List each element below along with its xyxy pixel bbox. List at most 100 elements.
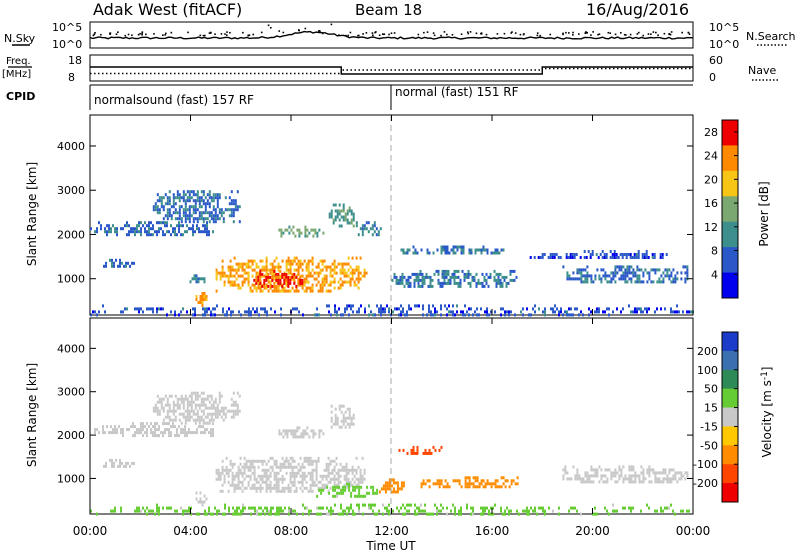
- echo-cell: [334, 416, 337, 420]
- echo-cell: [249, 477, 252, 481]
- echo-cell: [266, 506, 268, 510]
- echo-cell: [469, 284, 472, 288]
- echo-cell: [580, 310, 582, 314]
- colorbar-swatch: [722, 221, 738, 248]
- echo-cell: [526, 512, 528, 516]
- echo-cell: [426, 512, 428, 516]
- echo-cell: [632, 268, 635, 272]
- echo-cell: [311, 262, 314, 266]
- echo-cell: [284, 228, 287, 232]
- nave-right-tick-top: 60: [709, 54, 723, 67]
- echo-cell: [229, 283, 232, 287]
- echo-cell: [342, 419, 345, 423]
- echo-cell: [154, 403, 157, 407]
- echo-cell: [184, 421, 187, 425]
- echo-cell: [122, 431, 124, 435]
- echo-cell: [604, 506, 606, 510]
- echo-cell: [162, 406, 165, 410]
- echo-cell: [582, 280, 585, 284]
- echo-cell: [590, 480, 593, 484]
- echo-cell: [293, 471, 296, 475]
- echo-cell: [330, 509, 332, 513]
- echo-cell: [196, 415, 199, 419]
- echo-cell: [327, 289, 330, 293]
- echo-cell: [233, 483, 236, 487]
- echo-cell: [496, 248, 499, 252]
- echo-cell: [98, 310, 100, 314]
- echo-cell: [630, 474, 633, 478]
- echo-cell: [505, 275, 508, 279]
- echo-cell: [301, 477, 304, 481]
- echo-cell: [552, 307, 554, 311]
- echo-cell: [309, 486, 312, 490]
- noise-point: [440, 34, 442, 37]
- echo-cell: [455, 275, 458, 279]
- echo-cell: [616, 471, 619, 475]
- echo-cell: [134, 431, 136, 435]
- echo-cell: [361, 456, 364, 460]
- echo-cell: [186, 409, 189, 413]
- echo-cell: [255, 286, 258, 290]
- echo-cell: [346, 212, 349, 216]
- echo-cell: [386, 509, 388, 513]
- echo-cell: [344, 488, 347, 492]
- echo-cell: [218, 211, 221, 215]
- echo-cell: [672, 474, 675, 478]
- echo-cell: [408, 304, 410, 308]
- echo-cell: [122, 428, 124, 432]
- echo-cell: [500, 506, 502, 510]
- echo-cell: [382, 487, 385, 491]
- echo-cell: [348, 313, 350, 317]
- echo-cell: [228, 409, 231, 413]
- echo-cell: [200, 205, 203, 209]
- echo-cell: [413, 284, 416, 288]
- echo-cell: [241, 474, 244, 478]
- echo-cell: [269, 275, 272, 279]
- echo-cell: [597, 256, 600, 259]
- echo-cell: [298, 234, 301, 238]
- echo-cell: [480, 307, 482, 311]
- y-tick-label: 1000: [57, 273, 85, 286]
- echo-cell: [237, 477, 240, 481]
- echo-cell: [316, 231, 319, 235]
- echo-cell: [309, 456, 312, 460]
- echo-cell: [650, 280, 653, 284]
- echo-cell: [334, 407, 337, 411]
- echo-cell: [374, 313, 376, 317]
- power-echo-cells: [90, 190, 694, 317]
- echo-cell: [297, 272, 300, 276]
- echo-cell: [463, 272, 466, 276]
- echo-cell: [212, 307, 214, 311]
- noise-point: [393, 32, 396, 34]
- echo-cell: [170, 431, 172, 435]
- noise-point: [248, 34, 251, 36]
- echo-cell: [188, 509, 190, 513]
- echo-cell: [277, 283, 280, 287]
- echo-cell: [172, 412, 175, 416]
- echo-cell: [303, 259, 306, 263]
- echo-cell: [320, 506, 322, 510]
- echo-cell: [473, 278, 476, 282]
- echo-cell: [300, 432, 303, 436]
- echo-cell: [486, 479, 489, 483]
- echo-cell: [218, 193, 221, 197]
- echo-cell: [341, 265, 344, 269]
- echo-cell: [357, 477, 360, 481]
- echo-cell: [277, 489, 280, 493]
- echo-cell: [208, 205, 211, 209]
- echo-cell: [413, 278, 416, 282]
- echo-cell: [301, 278, 304, 282]
- echo-cell: [327, 283, 330, 287]
- echo-cell: [352, 512, 354, 516]
- echo-cell: [200, 391, 203, 395]
- echo-cell: [436, 512, 438, 516]
- noise-point: [539, 34, 541, 37]
- echo-cell: [174, 310, 176, 314]
- colorbar-tick-label: 16: [704, 197, 718, 210]
- echo-cell: [378, 307, 380, 311]
- echo-cell: [623, 253, 626, 256]
- noise-point: [139, 32, 141, 35]
- echo-cell: [513, 278, 516, 282]
- echo-cell: [572, 465, 575, 469]
